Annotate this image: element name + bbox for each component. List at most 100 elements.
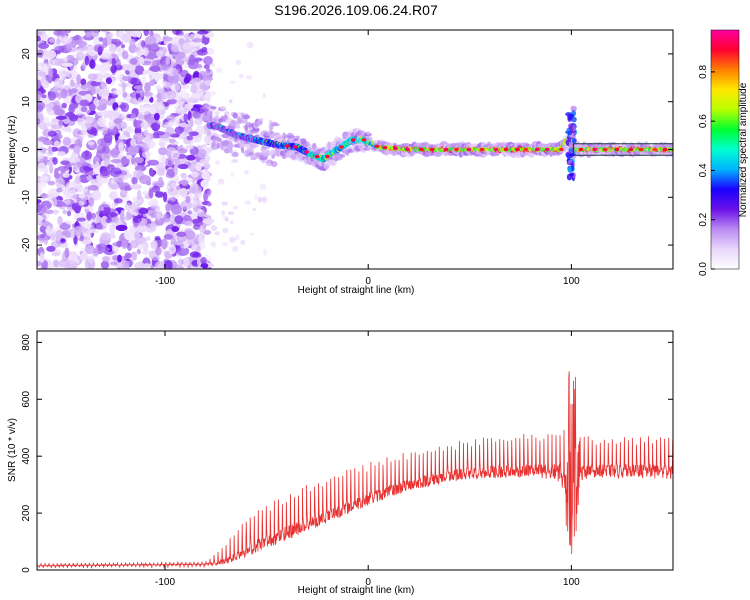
colorbar-label: Normalized spectral amplitude bbox=[738, 82, 749, 217]
spectrogram-blob bbox=[147, 201, 155, 206]
spectrogram-blob bbox=[132, 216, 142, 223]
spectrogram-blob bbox=[183, 57, 191, 64]
spectrogram-blob bbox=[97, 117, 107, 128]
spectrogram-blob bbox=[170, 182, 177, 189]
spectrogram-blob bbox=[304, 150, 310, 154]
spectrogram-blob bbox=[60, 160, 71, 166]
spectrogram-blob bbox=[100, 260, 110, 269]
spectrogram-blob bbox=[196, 148, 207, 158]
spectrogram-blob bbox=[146, 51, 157, 60]
spectrogram-blob bbox=[122, 50, 129, 60]
spectrogram-blob bbox=[37, 30, 42, 37]
spectrogram-blob bbox=[244, 200, 251, 205]
spectrogram-blob bbox=[252, 127, 260, 132]
spectrogram-blob bbox=[248, 151, 254, 157]
colorbar-tick-label: 0.0 bbox=[698, 262, 709, 276]
x-tick-label: 0 bbox=[365, 577, 371, 588]
spectrogram-blob bbox=[211, 115, 215, 119]
spectrogram-blob bbox=[324, 164, 330, 169]
spectrogram-blob bbox=[569, 172, 574, 177]
spectrogram-blob bbox=[121, 111, 128, 119]
spectrogram-blob bbox=[429, 147, 435, 152]
spectrogram-blob bbox=[163, 191, 168, 203]
spectrogram-blob bbox=[72, 166, 78, 171]
spectrogram-blob bbox=[137, 244, 144, 250]
spectrogram-blob bbox=[206, 97, 211, 104]
spectrogram-blob bbox=[193, 57, 203, 62]
spectrogram-blob bbox=[84, 244, 95, 255]
spectrogram-blob bbox=[361, 138, 367, 142]
spectrogram-blob bbox=[393, 146, 398, 151]
spectrogram-blob bbox=[37, 150, 45, 160]
spectrogram-blob bbox=[112, 183, 119, 190]
spectrogram-blob bbox=[544, 147, 550, 152]
spectrogram-blob bbox=[84, 55, 89, 66]
spectrogram-blob bbox=[210, 106, 217, 110]
spectrogram-blob bbox=[113, 190, 118, 199]
spectrogram-blob bbox=[45, 209, 54, 215]
spectrogram-blob bbox=[202, 75, 213, 82]
spectrogram-blob bbox=[45, 102, 54, 112]
spectrogram-blob bbox=[188, 96, 200, 104]
spectrogram-blob bbox=[374, 144, 380, 148]
spectrogram-blob bbox=[266, 149, 271, 156]
spectrogram-blob bbox=[602, 147, 608, 152]
spectrogram-blob bbox=[181, 84, 190, 90]
colorbar-tick-label: 0.6 bbox=[698, 114, 709, 128]
spectrogram-blob bbox=[93, 156, 100, 163]
spectrogram-blob bbox=[225, 217, 229, 222]
spectrogram-blob bbox=[227, 211, 235, 216]
spectrogram-blob bbox=[62, 209, 68, 215]
spectrogram-blob bbox=[37, 260, 43, 267]
spectrogram-blob bbox=[173, 116, 180, 127]
spectrogram-blob bbox=[121, 240, 128, 250]
colorbar: 0.0 0.2 0.4 0.6 0.8 Normalized spectral ampl… bbox=[698, 29, 749, 276]
spectrogram-blob bbox=[109, 150, 121, 155]
spectrogram-blob bbox=[124, 260, 134, 266]
spectrogram-blob bbox=[164, 90, 176, 100]
spectrogram-blob bbox=[130, 77, 141, 86]
spectrogram-blob bbox=[493, 147, 499, 152]
spectrogram-blob bbox=[49, 164, 54, 174]
spectrogram-blob bbox=[141, 76, 146, 86]
snr-x-ticks: -100 0 100 bbox=[155, 331, 580, 588]
spectrogram-blob bbox=[95, 161, 100, 169]
spectrogram-blob bbox=[37, 217, 43, 225]
spectrogram-blob bbox=[614, 147, 620, 152]
spectrogram-blob bbox=[259, 183, 267, 191]
spectrogram-blob bbox=[51, 252, 61, 257]
spectrogram-blob bbox=[271, 123, 280, 127]
spectrogram-blob bbox=[295, 135, 300, 140]
spectrogram-blob bbox=[55, 237, 61, 242]
spectrogram-blob bbox=[113, 118, 123, 124]
spectrogram-blob bbox=[110, 159, 122, 164]
spectrogram-blob bbox=[158, 154, 163, 164]
spectrogram-blob bbox=[188, 131, 199, 136]
spectrogram-blob bbox=[117, 254, 122, 263]
spectrogram-blob bbox=[81, 239, 92, 246]
spectrogram-blob bbox=[98, 179, 110, 184]
spectrogram-blob bbox=[200, 262, 209, 269]
spectrogram-blob bbox=[124, 252, 132, 259]
spectrogram-blob bbox=[141, 40, 146, 48]
spectrogram-blob bbox=[122, 75, 132, 82]
spectrogram-blob bbox=[109, 261, 118, 266]
spectrogram-blob bbox=[156, 92, 162, 103]
spectrogram-blob bbox=[163, 260, 173, 269]
spectrogram-blob bbox=[74, 138, 83, 148]
spectrogram-blob bbox=[176, 188, 188, 197]
x-tick-label: 0 bbox=[365, 276, 371, 287]
y-tick-label: -20 bbox=[21, 237, 32, 252]
spectrogram-blob bbox=[193, 238, 199, 245]
spectrogram-blob bbox=[82, 84, 93, 91]
spectrogram-blob bbox=[48, 193, 54, 204]
spectrogram-blob bbox=[151, 185, 161, 193]
spectrogram-blob bbox=[62, 172, 70, 178]
spectrogram-blob bbox=[126, 154, 133, 160]
spectrogram-blob bbox=[302, 141, 310, 148]
colorbar-ticks: 0.0 0.2 0.4 0.6 0.8 bbox=[698, 64, 715, 276]
spectrogram-blob bbox=[162, 213, 169, 220]
spectrogram-blob bbox=[366, 131, 371, 136]
spectrogram-blob bbox=[196, 30, 209, 35]
spectrogram-blob bbox=[111, 57, 117, 68]
